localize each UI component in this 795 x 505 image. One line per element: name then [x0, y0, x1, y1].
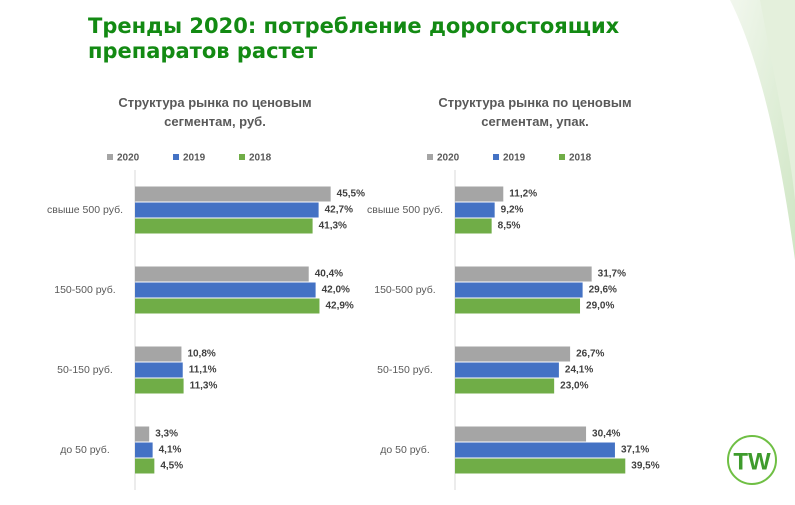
chart-title: Структура рынка по ценовым сегментам, ру… [118, 95, 312, 129]
legend-swatch [559, 154, 565, 160]
bar [455, 282, 583, 298]
bar [135, 218, 313, 234]
bar [135, 266, 309, 282]
legend-label: 2019 [183, 153, 206, 164]
value-label: 11,3% [190, 381, 218, 392]
bar [135, 202, 319, 218]
bar [135, 362, 183, 378]
value-label: 45,5% [337, 189, 365, 200]
bar [135, 378, 184, 394]
legend-label: 2020 [117, 153, 140, 164]
value-label: 11,1% [189, 365, 217, 376]
value-label: 29,6% [589, 285, 617, 296]
legend-label: 2020 [437, 153, 460, 164]
value-label: 9,2% [501, 205, 524, 216]
legend-label: 2019 [503, 153, 526, 164]
value-label: 42,9% [325, 301, 353, 312]
value-label: 23,0% [560, 381, 588, 392]
bar [135, 186, 331, 202]
category-label: 50-150 руб. [57, 363, 113, 376]
value-label: 41,3% [319, 221, 347, 232]
value-label: 39,5% [631, 461, 659, 472]
bar [455, 362, 559, 378]
bar [455, 186, 504, 202]
value-label: 4,1% [159, 445, 182, 456]
bar [455, 298, 581, 314]
value-label: 37,1% [621, 445, 649, 456]
bar [135, 346, 182, 362]
value-label: 31,7% [598, 269, 626, 280]
legend-swatch [493, 154, 499, 160]
category-label: 150-500 руб. [374, 283, 436, 296]
legend-swatch [107, 154, 113, 160]
bar [455, 378, 555, 394]
slide-title: Тренды 2020: потребление дорогостоящих п… [88, 14, 620, 63]
logo-ring [727, 435, 777, 485]
value-label: 40,4% [315, 269, 343, 280]
value-label: 30,4% [592, 429, 620, 440]
bar [455, 218, 492, 234]
legend-swatch [427, 154, 433, 160]
bar [455, 458, 626, 474]
value-label: 29,0% [586, 301, 614, 312]
bar [135, 282, 316, 298]
decor-leaf [760, 0, 795, 200]
value-label: 42,0% [322, 285, 350, 296]
value-label: 8,5% [498, 221, 521, 232]
legend-label: 2018 [249, 153, 272, 164]
value-label: 26,7% [576, 349, 604, 360]
bar [135, 426, 150, 442]
bar [455, 426, 587, 442]
category-label: 50-150 руб. [377, 363, 433, 376]
legend-label: 2018 [569, 153, 592, 164]
category-label: свыше 500 руб. [366, 203, 443, 216]
bar [455, 266, 592, 282]
logo: TW [733, 448, 771, 475]
value-label: 42,7% [325, 205, 353, 216]
bar [135, 442, 153, 458]
bar [135, 458, 155, 474]
bar [455, 442, 615, 458]
category-label: до 50 руб. [60, 443, 110, 456]
value-label: 3,3% [155, 429, 178, 440]
value-label: 10,8% [187, 349, 215, 360]
bar [455, 202, 495, 218]
value-label: 4,5% [160, 461, 183, 472]
legend-swatch [239, 154, 245, 160]
category-label: до 50 руб. [380, 443, 430, 456]
legend-swatch [173, 154, 179, 160]
category-label: 150-500 руб. [54, 283, 116, 296]
chart-title: Структура рынка по ценовым сегментам, уп… [438, 95, 632, 129]
value-label: 24,1% [565, 365, 593, 376]
bar [135, 298, 320, 314]
bar [455, 346, 571, 362]
value-label: 11,2% [509, 189, 537, 200]
category-label: свыше 500 руб. [46, 203, 123, 216]
